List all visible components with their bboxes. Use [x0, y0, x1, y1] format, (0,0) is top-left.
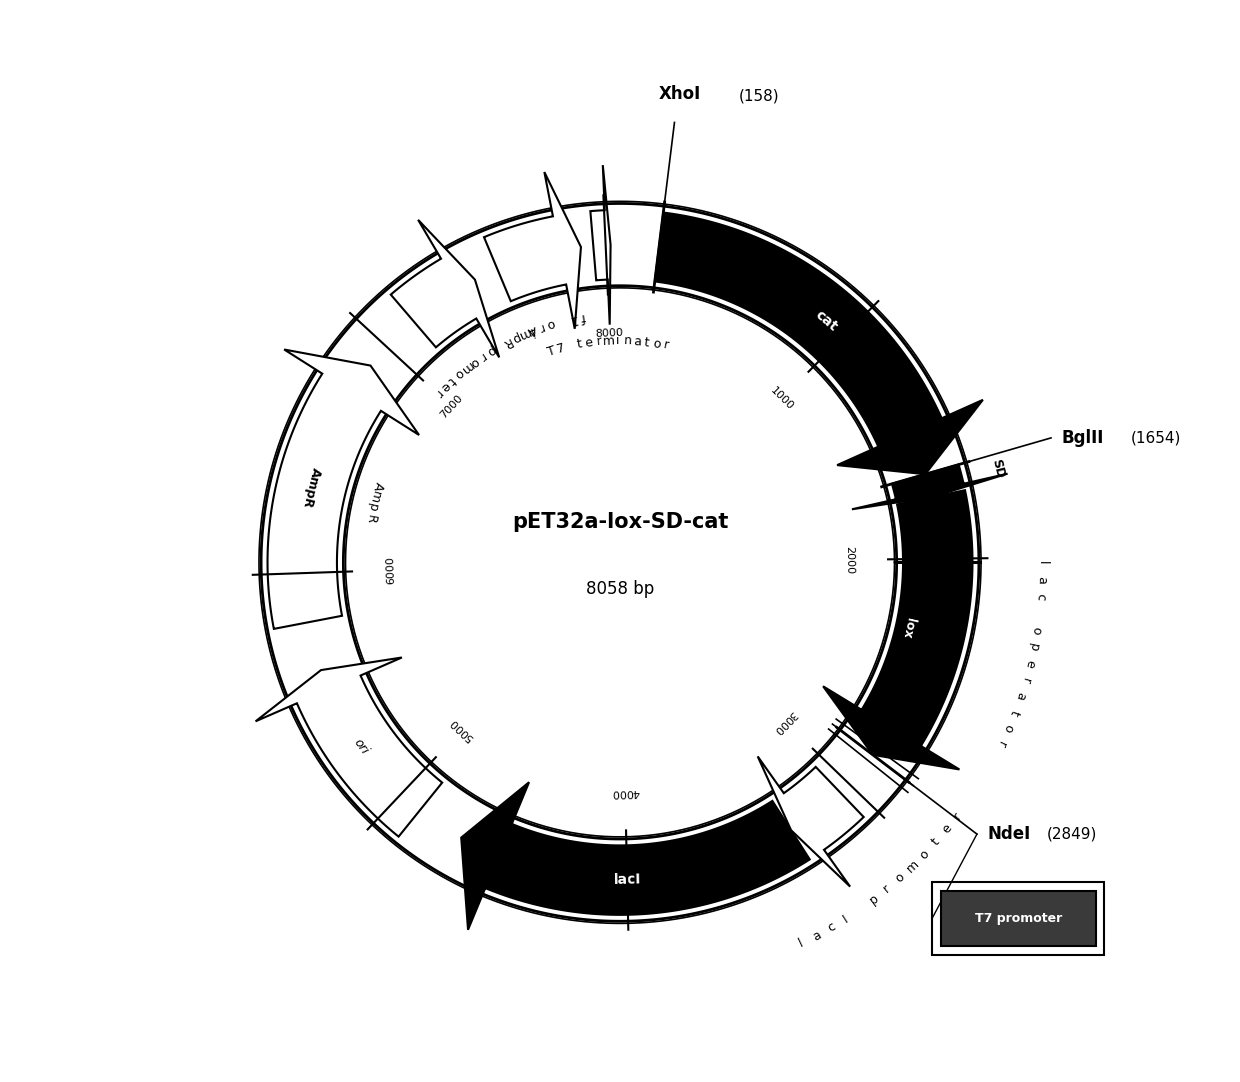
Polygon shape: [590, 166, 610, 325]
Text: m: m: [458, 358, 475, 377]
Text: 8000: 8000: [595, 328, 624, 339]
Text: A: A: [371, 480, 386, 492]
Text: t: t: [644, 335, 650, 349]
Text: lox: lox: [900, 616, 918, 639]
Polygon shape: [852, 464, 1008, 510]
Text: p: p: [1027, 642, 1040, 652]
Text: p: p: [508, 330, 521, 345]
Text: 3000: 3000: [771, 709, 799, 736]
Text: 1000: 1000: [768, 385, 795, 412]
Text: o: o: [467, 354, 481, 369]
Text: i: i: [616, 334, 620, 347]
Text: e: e: [584, 335, 594, 349]
Text: lacI: lacI: [614, 873, 641, 887]
Text: cat: cat: [812, 307, 839, 334]
Text: t: t: [1007, 708, 1022, 716]
Text: R: R: [500, 334, 513, 349]
Text: T: T: [546, 344, 557, 359]
Text: a: a: [810, 928, 823, 944]
Text: BglII: BglII: [1061, 428, 1104, 447]
Text: o: o: [918, 847, 931, 861]
Text: p: p: [867, 892, 880, 907]
Text: c: c: [825, 920, 838, 935]
Text: l: l: [1035, 562, 1048, 565]
Text: r: r: [662, 339, 670, 353]
Text: r: r: [432, 387, 445, 399]
Polygon shape: [484, 172, 582, 329]
Text: 5000: 5000: [449, 716, 476, 742]
Text: t: t: [929, 836, 942, 848]
Polygon shape: [758, 756, 864, 886]
Text: r: r: [880, 882, 893, 896]
Text: m: m: [904, 858, 921, 875]
Text: p: p: [365, 502, 379, 513]
Text: r: r: [536, 320, 546, 334]
Text: 1: 1: [567, 312, 577, 326]
Text: t: t: [575, 338, 583, 352]
Text: o: o: [893, 871, 908, 885]
Polygon shape: [255, 658, 443, 836]
Bar: [941, 890, 1096, 946]
Text: XhoI: XhoI: [658, 85, 701, 103]
Polygon shape: [391, 220, 500, 357]
Text: r: r: [994, 738, 1008, 749]
Text: a: a: [632, 334, 641, 348]
Text: I: I: [841, 912, 851, 925]
Text: c: c: [1034, 593, 1048, 601]
Text: r: r: [1018, 676, 1032, 685]
Text: t: t: [445, 373, 458, 386]
Text: R: R: [363, 513, 377, 524]
Text: A: A: [526, 322, 538, 338]
Text: r: r: [595, 335, 601, 348]
Text: (2849): (2849): [1047, 827, 1096, 842]
Polygon shape: [268, 349, 419, 629]
Text: 7000: 7000: [438, 393, 465, 420]
Text: e: e: [1022, 659, 1037, 669]
Text: f: f: [579, 311, 587, 324]
Text: r: r: [951, 810, 963, 822]
Text: n: n: [624, 334, 631, 347]
Text: 2000: 2000: [844, 545, 854, 573]
Text: r: r: [476, 349, 487, 362]
Text: (1654): (1654): [1131, 431, 1182, 446]
Text: o: o: [1029, 625, 1043, 635]
Text: NdeI: NdeI: [987, 826, 1030, 843]
Text: (158): (158): [739, 89, 779, 103]
Text: o: o: [451, 366, 466, 381]
Polygon shape: [655, 212, 983, 474]
Text: 7: 7: [556, 342, 567, 356]
Text: a: a: [1035, 576, 1048, 584]
Text: AmpR: AmpR: [300, 465, 322, 509]
Text: o: o: [651, 337, 661, 351]
Text: pET32a-lox-SD-cat: pET32a-lox-SD-cat: [512, 512, 728, 531]
Text: p: p: [482, 343, 496, 358]
Text: e: e: [940, 822, 955, 836]
Text: 6000: 6000: [384, 556, 396, 584]
Text: i: i: [527, 324, 534, 338]
Text: o: o: [1001, 722, 1016, 734]
Text: 8058 bp: 8058 bp: [585, 580, 655, 598]
Text: m: m: [601, 334, 615, 347]
Polygon shape: [461, 782, 810, 929]
Polygon shape: [823, 490, 972, 769]
Text: o: o: [546, 317, 557, 331]
Text: T7 promoter: T7 promoter: [975, 912, 1061, 925]
Polygon shape: [262, 203, 978, 921]
Text: 4000: 4000: [611, 787, 640, 797]
Text: l: l: [797, 937, 806, 950]
Text: m: m: [367, 489, 383, 504]
Text: e: e: [438, 379, 453, 394]
Text: ori: ori: [351, 736, 371, 757]
Text: a: a: [1013, 690, 1028, 702]
Text: m: m: [516, 326, 532, 342]
Text: SD: SD: [990, 458, 1007, 479]
Bar: [932, 882, 1104, 954]
